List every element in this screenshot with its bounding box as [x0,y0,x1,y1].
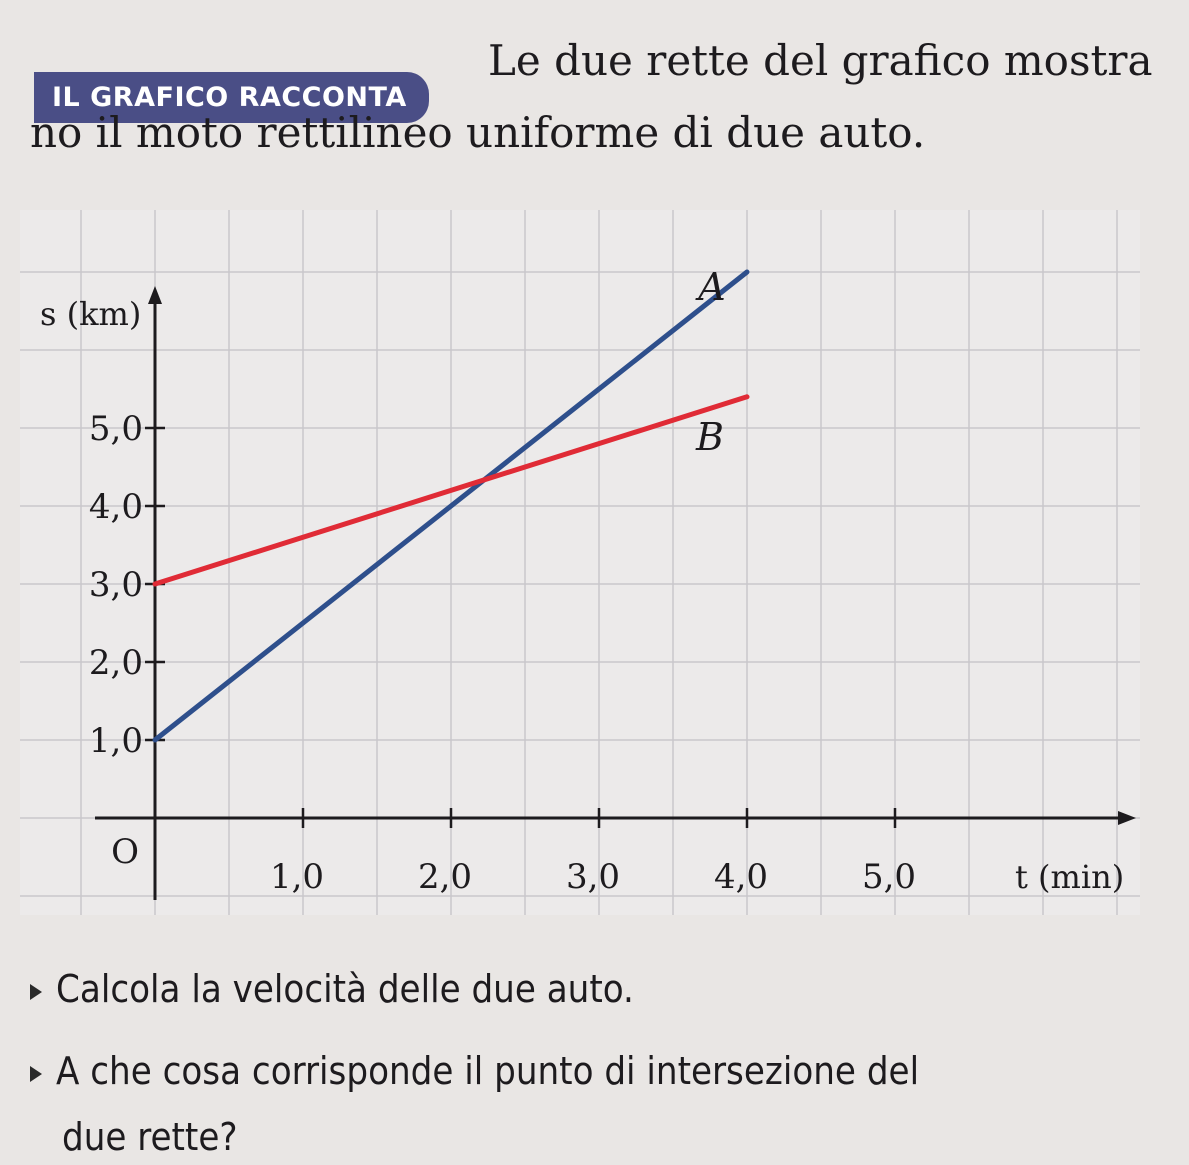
section-badge: IL GRAFICO RACCONTA [34,72,429,123]
x-tick-label: 5,0 [862,857,916,897]
x-tick-label: 2,0 [418,857,472,897]
x-axis-label: t (min) [1015,858,1124,896]
y-axis-label: s (km) [40,295,141,333]
origin-label: O [111,832,139,872]
x-tick-label: 4,0 [714,857,768,897]
series-label-b: B [695,415,724,459]
question-1: Calcola la velocità delle due auto. [30,970,634,1008]
bullet-arrow-icon [30,1065,42,1082]
y-tick-label: 4,0 [89,487,143,527]
x-axis-arrow-icon [1118,811,1136,825]
x-tick-label: 1,0 [270,857,324,897]
grid-background [20,210,1140,915]
motion-chart: 1,0 2,0 3,0 4,0 5,0 1,0 2,0 3,0 4,0 5,0 Os (km) t (… [20,210,1140,915]
y-tick-label: 1,0 [89,721,143,761]
x-tick-label: 3,0 [566,857,620,897]
series-label-a: A [695,265,725,309]
series-line-b [152,394,750,587]
question-2-continuation: due rette? [62,1115,238,1159]
question-1-text: Calcola la velocità delle due auto. [56,967,634,1011]
y-tick-label: 2,0 [89,643,143,683]
y-axis-arrow-icon [148,286,162,304]
question-2-text: A che cosa corrisponde il punto di inter… [56,1049,920,1093]
intro-text-line-1: Le due rette del grafico mostra [488,36,1153,85]
y-tick-label: 3,0 [89,565,143,605]
intro-text-line-2: no il moto rettilineo uniforme di due au… [30,108,926,157]
bullet-arrow-icon [30,983,42,1000]
y-tick-label: 5,0 [89,409,143,449]
series-line-a [152,269,750,743]
question-2: A che cosa corrisponde il punto di inter… [30,1052,919,1090]
